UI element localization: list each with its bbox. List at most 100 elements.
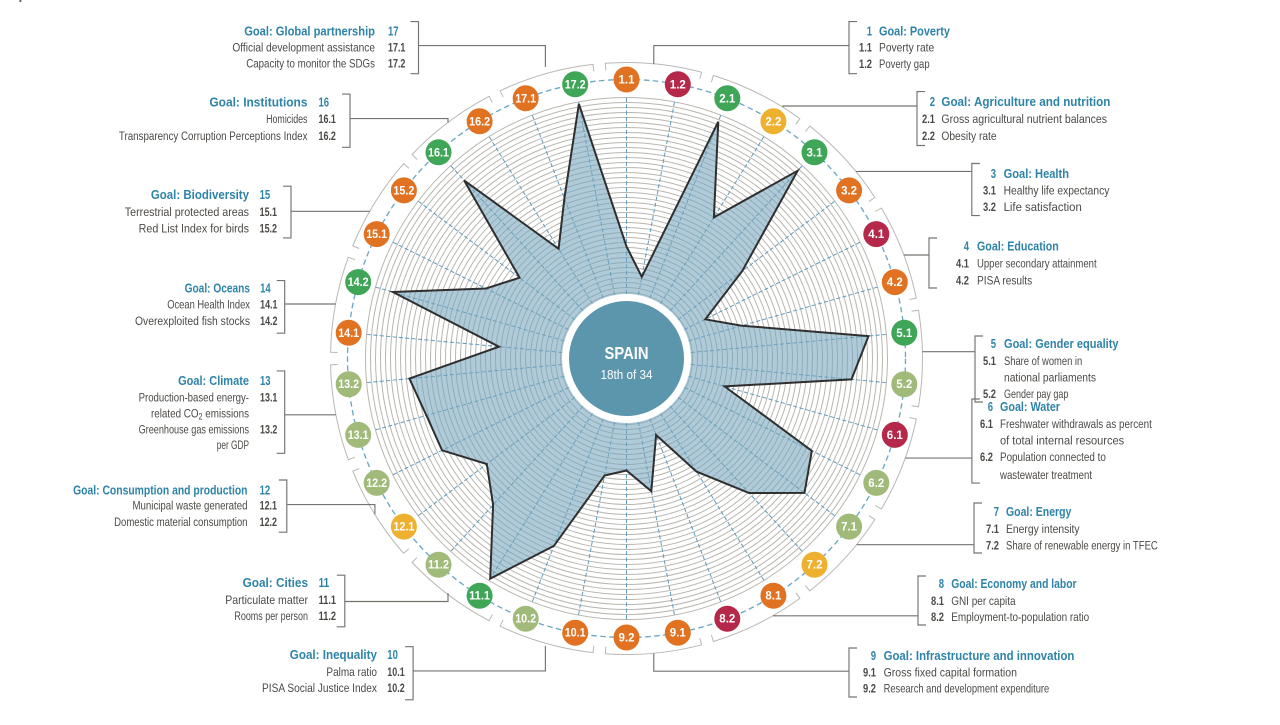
svg-text:Official development assistanc: Official development assistance	[232, 40, 375, 54]
svg-text:14.1: 14.1	[338, 328, 360, 340]
svg-text:10.2: 10.2	[515, 614, 536, 626]
svg-text:16.2: 16.2	[469, 116, 490, 128]
svg-text:Goal: Oceans: Goal: Oceans	[185, 280, 250, 295]
svg-text:Greenhouse gas emissions: Greenhouse gas emissions	[139, 423, 249, 437]
svg-text:12: 12	[260, 483, 271, 498]
svg-text:3.1: 3.1	[983, 184, 996, 198]
svg-text:Overexploited fish stocks: Overexploited fish stocks	[135, 314, 250, 328]
svg-text:5.1: 5.1	[983, 354, 996, 368]
svg-text:12.1: 12.1	[260, 499, 278, 513]
svg-text:Goal: Global partnership: Goal: Global partnership	[244, 24, 375, 39]
svg-text:per GDP: per GDP	[217, 438, 249, 452]
svg-text:Gender pay gap: Gender pay gap	[1004, 387, 1069, 401]
svg-text:Red List Index for birds: Red List Index for birds	[139, 222, 249, 236]
svg-text:6.1: 6.1	[887, 430, 904, 442]
svg-text:11: 11	[319, 575, 330, 590]
svg-text:Research and development expen: Research and development expenditure	[884, 682, 1050, 696]
svg-text:6.1: 6.1	[980, 417, 993, 431]
svg-text:Goal: Biodiversity: Goal: Biodiversity	[151, 187, 250, 202]
svg-text:Goal: Agriculture and nutritio: Goal: Agriculture and nutrition	[941, 94, 1110, 109]
svg-text:Goal: Gender equality: Goal: Gender equality	[1004, 336, 1119, 351]
svg-text:GNI per capita: GNI per capita	[951, 594, 1016, 608]
svg-text:16.1: 16.1	[319, 112, 337, 126]
svg-text:3.2: 3.2	[841, 185, 857, 197]
svg-text:1: 1	[867, 24, 872, 39]
svg-text:6.2: 6.2	[868, 478, 884, 490]
svg-text:18th of 34: 18th of 34	[601, 367, 653, 382]
svg-text:Goal: Water: Goal: Water	[1000, 399, 1060, 414]
svg-text:Goal: Infrastructure and innov: Goal: Infrastructure and innovation	[884, 648, 1075, 663]
svg-text:11.1: 11.1	[469, 591, 491, 603]
svg-text:12.2: 12.2	[260, 515, 278, 529]
svg-text:10.2: 10.2	[387, 681, 405, 695]
svg-text:Homicides: Homicides	[266, 112, 307, 126]
svg-text:9.2: 9.2	[863, 682, 876, 696]
svg-text:Freshwater withdrawals as perc: Freshwater withdrawals as percent	[1000, 417, 1152, 431]
svg-text:Life satisfaction: Life satisfaction	[1004, 200, 1082, 214]
svg-text:national parliaments: national parliaments	[1004, 371, 1096, 385]
svg-text:Production-based energy-: Production-based energy-	[139, 391, 249, 405]
svg-text:Goal: Education: Goal: Education	[977, 238, 1059, 253]
svg-text:4.2: 4.2	[887, 277, 903, 289]
svg-text:1.2: 1.2	[670, 79, 686, 91]
svg-text:5: 5	[991, 336, 996, 351]
svg-text:14: 14	[260, 280, 271, 295]
svg-text:Gross agricultural nutrient ba: Gross agricultural nutrient balances	[941, 112, 1107, 126]
svg-text:Particulate matter: Particulate matter	[225, 593, 308, 607]
svg-text:16.2: 16.2	[319, 129, 337, 143]
svg-text:4: 4	[964, 238, 970, 253]
svg-text:7.1: 7.1	[986, 522, 999, 536]
svg-text:16.1: 16.1	[428, 147, 450, 159]
svg-text:8.1: 8.1	[931, 594, 944, 608]
svg-text:15.2: 15.2	[260, 222, 278, 236]
svg-text:15.1: 15.1	[366, 229, 388, 241]
svg-text:2: 2	[930, 94, 935, 109]
svg-text:Goal: Economy and labor: Goal: Economy and labor	[951, 576, 1076, 591]
svg-text:1.2: 1.2	[859, 57, 872, 71]
svg-text:13: 13	[260, 373, 271, 388]
svg-text:13.1: 13.1	[260, 391, 278, 405]
svg-text:9: 9	[871, 648, 876, 663]
svg-text:4.1: 4.1	[868, 229, 885, 241]
svg-text:8.1: 8.1	[765, 591, 782, 603]
svg-text:Goal: Institutions: Goal: Institutions	[209, 95, 307, 110]
svg-text:Rooms per person: Rooms per person	[234, 609, 308, 623]
svg-text:9.1: 9.1	[670, 628, 687, 640]
svg-text:5.2: 5.2	[983, 387, 996, 401]
svg-text:6.2: 6.2	[980, 450, 993, 464]
svg-text:Poverty gap: Poverty gap	[879, 57, 930, 71]
svg-text:7.2: 7.2	[986, 539, 999, 553]
svg-text:8.2: 8.2	[719, 614, 735, 626]
svg-text:Obesity rate: Obesity rate	[941, 129, 996, 143]
svg-text:Goal: Inequality: Goal: Inequality	[290, 647, 378, 662]
svg-text:Goal: Climate: Goal: Climate	[178, 373, 249, 388]
svg-text:15.2: 15.2	[393, 185, 414, 197]
svg-text:Terrestrial protected areas: Terrestrial protected areas	[125, 205, 249, 219]
svg-text:6: 6	[988, 399, 993, 414]
svg-text:Employment-to-population ratio: Employment-to-population ratio	[951, 610, 1089, 624]
svg-text:14.2: 14.2	[260, 314, 278, 328]
svg-text:17.1: 17.1	[515, 93, 537, 105]
svg-text:3: 3	[991, 166, 996, 181]
svg-text:2.1: 2.1	[719, 93, 736, 105]
svg-text:PISA Social Justice Index: PISA Social Justice Index	[262, 681, 377, 695]
svg-text:17.2: 17.2	[388, 57, 406, 71]
svg-text:1.1: 1.1	[619, 75, 636, 87]
svg-text:wastewater treatment: wastewater treatment	[999, 468, 1092, 482]
svg-text:Goal: Health: Goal: Health	[1004, 166, 1070, 181]
svg-text:Share of renewable energy in T: Share of renewable energy in TFEC	[1006, 539, 1158, 553]
svg-text:13.2: 13.2	[260, 423, 278, 437]
svg-text:Poverty rate: Poverty rate	[879, 40, 934, 54]
svg-text:2.1: 2.1	[922, 112, 935, 126]
svg-text:11.2: 11.2	[428, 560, 449, 572]
svg-text:15: 15	[260, 187, 271, 202]
svg-text:5.1: 5.1	[896, 328, 913, 340]
svg-text:2.2: 2.2	[922, 129, 935, 143]
svg-text:14.1: 14.1	[260, 298, 278, 312]
svg-text:Transparency Corruption Percep: Transparency Corruption Perceptions Inde…	[119, 129, 308, 143]
svg-text:Goal: Consumption and producti: Goal: Consumption and production	[73, 483, 248, 498]
svg-text:Capacity to monitor the SDGs: Capacity to monitor the SDGs	[246, 57, 375, 71]
svg-text:3.2: 3.2	[983, 200, 996, 214]
svg-text:10.1: 10.1	[565, 628, 587, 640]
svg-text:related CO2 emissions: related CO2 emissions	[151, 407, 249, 422]
